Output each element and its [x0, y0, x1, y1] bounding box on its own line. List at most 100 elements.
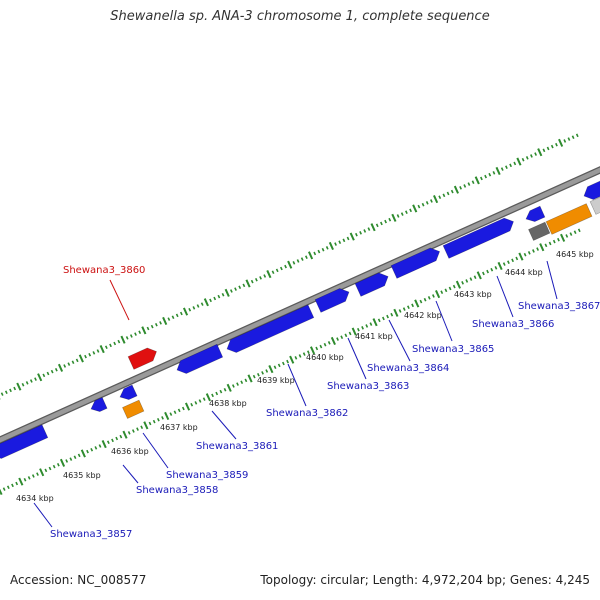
major-tick — [120, 335, 126, 344]
accession-text: Accession: NC_008577 — [10, 573, 147, 587]
minor-tick — [46, 371, 50, 376]
minor-tick — [571, 135, 575, 139]
minor-tick — [96, 349, 100, 353]
major-tick — [560, 233, 566, 242]
gene-label[interactable]: Shewana3_3859 — [166, 470, 248, 481]
feature-cds[interactable] — [314, 288, 350, 313]
minor-tick — [302, 352, 306, 356]
feature-cds[interactable] — [583, 177, 600, 200]
major-tick — [455, 280, 461, 289]
major-tick — [516, 157, 522, 166]
minor-tick — [77, 453, 81, 458]
feature-other[interactable] — [589, 193, 600, 215]
minor-tick — [4, 390, 8, 395]
gene-label[interactable]: Shewana3_3862 — [266, 408, 348, 419]
minor-tick — [563, 139, 567, 143]
minor-tick — [298, 354, 302, 358]
minor-tick — [346, 236, 350, 241]
minor-tick — [405, 210, 408, 215]
feature-pseudo[interactable] — [528, 221, 551, 241]
major-tick — [370, 223, 376, 232]
minor-tick — [215, 391, 219, 396]
major-tick — [558, 138, 564, 147]
gene-leader-line — [435, 300, 453, 342]
backbone-line — [0, 167, 600, 443]
gene-label[interactable]: Shewana3_3863 — [327, 381, 409, 392]
major-tick — [226, 383, 232, 392]
minor-tick — [27, 476, 31, 480]
major-tick — [433, 195, 439, 204]
minor-tick — [273, 365, 277, 370]
feature-cds[interactable] — [442, 217, 514, 259]
minor-tick — [317, 249, 321, 254]
major-tick — [162, 316, 168, 326]
major-tick — [414, 299, 420, 308]
feature-cds[interactable] — [0, 424, 49, 459]
minor-tick — [171, 315, 175, 320]
major-tick — [80, 449, 86, 458]
feature-cds[interactable] — [354, 272, 389, 297]
gene-leader-line — [287, 363, 307, 407]
minor-tick — [244, 378, 248, 383]
minor-tick — [92, 351, 96, 355]
gene-label[interactable]: Shewana3_3858 — [136, 485, 218, 496]
minor-tick — [11, 483, 14, 488]
minor-tick — [44, 468, 48, 473]
minor-tick — [463, 184, 467, 188]
feature-cds[interactable] — [90, 397, 108, 412]
minor-tick — [146, 326, 150, 331]
gene-label[interactable]: Shewana3_3857 — [50, 529, 132, 540]
feature-rna[interactable] — [122, 399, 145, 419]
minor-tick — [73, 455, 77, 460]
gene-label[interactable]: Shewana3_3861 — [196, 441, 278, 452]
minor-tick — [459, 186, 462, 190]
minor-tick — [550, 144, 554, 149]
minor-tick — [188, 307, 192, 312]
minor-tick — [513, 161, 517, 166]
minor-tick — [557, 237, 560, 242]
gene-leader-line — [142, 432, 169, 469]
gene-label[interactable]: Shewana3_3866 — [472, 319, 554, 330]
feature-cds[interactable] — [390, 247, 440, 279]
outer-tick-ring — [0, 133, 579, 400]
major-tick — [224, 288, 230, 297]
minor-tick — [217, 294, 221, 299]
feature-cds[interactable] — [176, 343, 224, 374]
minor-tick — [534, 152, 537, 156]
minor-tick — [338, 240, 342, 245]
feature-track — [0, 177, 600, 459]
minor-tick — [342, 238, 346, 243]
gene-label[interactable]: Shewana3_3864 — [367, 363, 449, 374]
minor-tick — [569, 232, 573, 236]
minor-tick — [567, 137, 571, 141]
minor-tick — [282, 361, 285, 366]
feature-highlighted[interactable] — [127, 347, 157, 370]
minor-tick — [430, 199, 433, 203]
feature-cds[interactable] — [226, 304, 315, 353]
minor-tick — [542, 148, 546, 153]
minor-tick — [52, 464, 56, 469]
gene-leader-line — [546, 260, 558, 300]
minor-tick — [409, 208, 412, 213]
feature-cds[interactable] — [525, 205, 546, 222]
minor-tick — [86, 449, 89, 454]
gene-label[interactable]: Shewana3_3865 — [412, 344, 494, 355]
minor-tick — [209, 298, 212, 303]
minor-tick — [565, 234, 569, 238]
gene-leader-line — [496, 275, 514, 318]
minor-tick — [131, 429, 135, 433]
minor-tick — [140, 425, 144, 430]
gene-label[interactable]: Shewana3_3860 — [63, 265, 145, 276]
minor-tick — [396, 214, 400, 218]
minor-tick — [42, 373, 46, 378]
minor-tick — [573, 230, 577, 234]
gene-label[interactable]: Shewana3_3867 — [518, 301, 600, 312]
minor-tick — [527, 251, 531, 255]
major-tick — [537, 148, 543, 157]
scale-label: 4639 kbp — [257, 376, 295, 385]
feature-rna[interactable] — [545, 203, 593, 235]
minor-tick — [194, 401, 198, 405]
feature-cds[interactable] — [119, 384, 138, 400]
minor-tick — [407, 305, 410, 310]
